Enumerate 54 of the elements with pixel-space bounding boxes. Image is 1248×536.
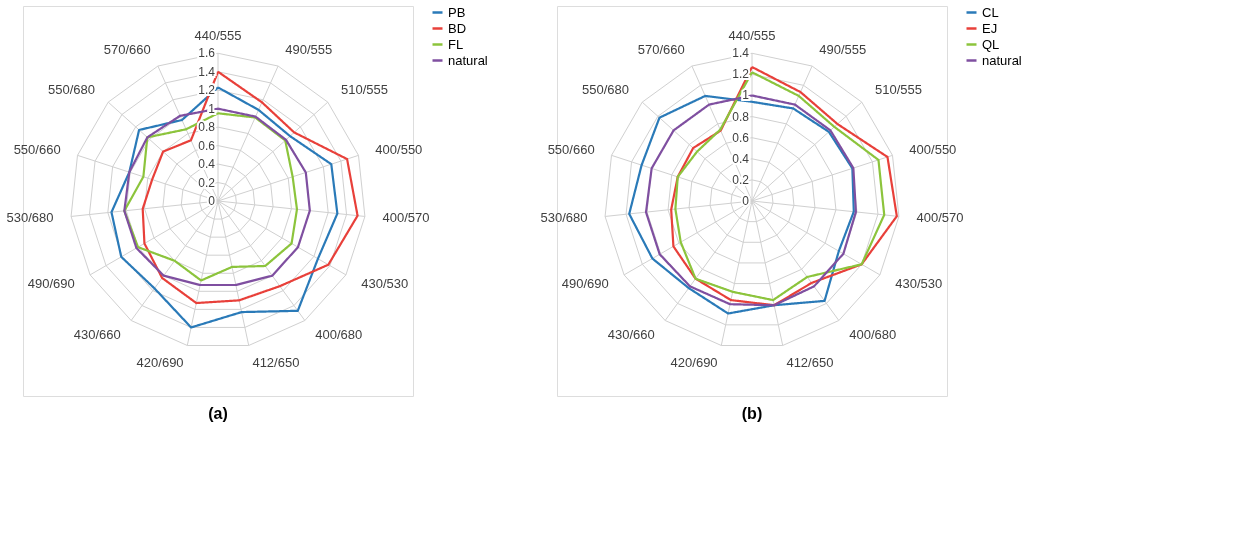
spoke-label: 430/660: [607, 326, 655, 342]
legend-label: PB: [448, 4, 466, 20]
legend-label: natural: [982, 52, 1022, 68]
spoke-label: 412/650: [252, 354, 300, 370]
y-tick-label: 0.6: [732, 130, 750, 145]
y-tick-label: 0.8: [198, 120, 216, 135]
spoke-label: 490/555: [285, 41, 333, 57]
spoke-label: 400/680: [315, 326, 363, 342]
y-tick-label: 1.2: [732, 67, 750, 82]
y-tick-label: 0: [742, 194, 750, 208]
legend-label: CL: [982, 4, 999, 20]
spoke-label: 570/660: [103, 41, 151, 57]
y-tick-label: 1.6: [198, 46, 216, 61]
spoke-label: 420/690: [670, 354, 718, 370]
spoke-label: 430/660: [73, 326, 121, 342]
spoke-label: 412/650: [786, 354, 834, 370]
spoke-label: 420/690: [136, 354, 184, 370]
spoke-label: 400/570: [916, 210, 964, 226]
spoke-label: 440/555: [728, 27, 776, 43]
spoke-label: 490/690: [561, 275, 609, 291]
y-tick-label: 0.8: [732, 109, 750, 124]
spoke-label: 510/555: [340, 82, 388, 98]
spoke-label: 530/680: [6, 210, 54, 226]
y-tick-label: 0: [208, 194, 216, 208]
spoke-label: 530/680: [540, 210, 588, 226]
legend-label: QL: [982, 36, 1000, 52]
spoke-label: 430/530: [895, 275, 943, 291]
y-tick-label: 1.4: [732, 46, 750, 61]
spoke-label: 490/555: [819, 41, 867, 57]
spoke-label: 550/680: [582, 82, 630, 98]
text: (a): [208, 405, 228, 422]
y-tick-label: 0.4: [198, 157, 216, 172]
spoke-label: 490/690: [27, 275, 75, 291]
y-tick-label: 0.6: [198, 138, 216, 153]
text: (b): [741, 405, 763, 422]
spoke-label: 440/555: [194, 27, 242, 43]
legend-label: BD: [448, 20, 467, 36]
y-tick-label: 1.4: [198, 64, 216, 79]
spoke-label: 550/660: [13, 141, 61, 157]
spoke-label: 510/555: [874, 82, 922, 98]
spoke-label: 400/570: [382, 210, 430, 226]
spoke-label: 400/550: [909, 141, 957, 157]
spoke-label: 400/550: [375, 141, 423, 157]
spoke-label: 400/680: [849, 326, 897, 342]
spoke-label: 550/660: [547, 141, 595, 157]
legend-label: natural: [448, 52, 488, 68]
legend-label: EJ: [982, 20, 998, 36]
y-tick-label: 0.2: [732, 172, 750, 187]
y-tick-label: 0.4: [732, 151, 750, 166]
legend-label: FL: [448, 36, 464, 52]
spoke-label: 430/530: [361, 275, 409, 291]
spoke-label: 550/680: [48, 82, 96, 98]
y-tick-label: 0.2: [198, 175, 216, 190]
spoke-label: 570/660: [637, 41, 685, 57]
